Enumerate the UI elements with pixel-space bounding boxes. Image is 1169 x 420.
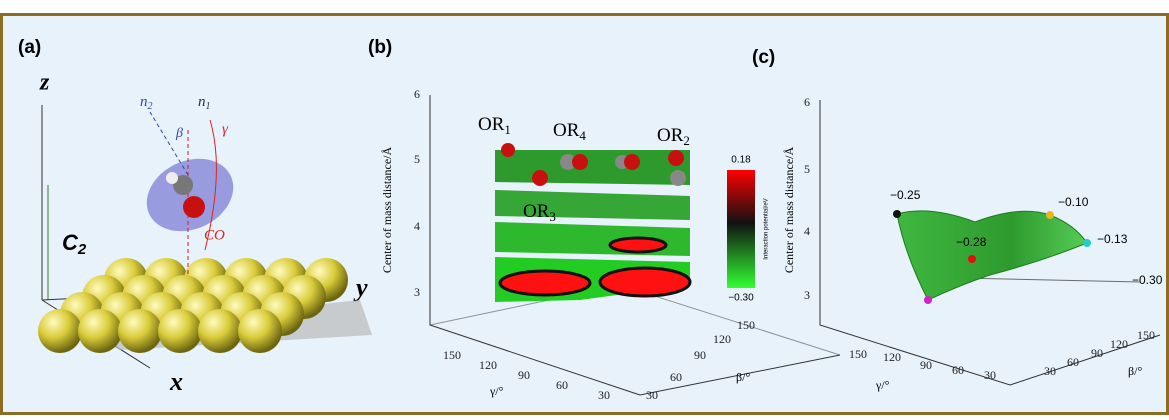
gamma-tick-label: 60 xyxy=(556,378,568,392)
z-tick-label: 3 xyxy=(804,288,810,302)
gold-atom xyxy=(198,309,242,353)
colorbar xyxy=(727,170,755,288)
orientation-name: OR xyxy=(553,120,580,141)
beta-tick-label: 120 xyxy=(713,332,731,346)
orientation-sub: 3 xyxy=(549,209,556,224)
normal-sub: 1 xyxy=(206,101,211,112)
beta-tick-label: 30 xyxy=(646,388,658,402)
axis-title: β/° xyxy=(1128,364,1142,378)
normal: n xyxy=(140,94,148,110)
gold-atom xyxy=(118,309,162,353)
orientation-sub: 2 xyxy=(683,133,690,148)
colorbar-label: Interaction potential/eV xyxy=(764,198,770,259)
z-tick-label: 6 xyxy=(414,87,420,101)
point-label: −0.10 xyxy=(1058,195,1089,209)
plane xyxy=(495,150,690,185)
gamma-tick-label: 120 xyxy=(883,350,901,364)
axis-title: γ/° xyxy=(875,378,890,392)
atom-o xyxy=(183,196,205,218)
z-tick-label: 5 xyxy=(804,162,810,176)
normal: n xyxy=(198,94,206,110)
colorbar-max: 0.18 xyxy=(731,155,751,166)
axis-label: x xyxy=(169,367,183,396)
orientation-sub: 4 xyxy=(579,128,586,143)
orientation-sub: 1 xyxy=(504,122,511,137)
gamma-tick-label: 120 xyxy=(479,358,497,372)
axis-title: γ/° xyxy=(489,384,504,398)
plane-region xyxy=(610,238,666,252)
axis-label: z xyxy=(39,70,50,96)
gamma-tick-label: 60 xyxy=(952,363,964,377)
z-tick-label: 6 xyxy=(804,95,810,109)
normal-sub: 2 xyxy=(148,101,153,112)
point xyxy=(893,210,901,218)
point-label: −0.28 xyxy=(956,235,987,249)
point-label: −0.25 xyxy=(890,188,921,202)
angle-label: β xyxy=(175,126,183,141)
axis-label: y xyxy=(353,273,368,302)
atom-h xyxy=(166,172,178,184)
point xyxy=(1046,211,1054,219)
gold-atom xyxy=(38,309,82,353)
bond-label: CO xyxy=(204,227,225,243)
z-tick-label: 5 xyxy=(414,152,420,166)
gamma-tick-label: 150 xyxy=(443,348,461,362)
panel-label: (b) xyxy=(368,37,392,58)
beta-tick-label: 150 xyxy=(1137,328,1155,342)
z-tick-label: 4 xyxy=(414,219,420,233)
axis-title: β/° xyxy=(736,370,750,384)
panel-label: (c) xyxy=(752,47,775,68)
point xyxy=(1083,239,1091,247)
beta-tick-label: 120 xyxy=(1110,337,1128,351)
beta-tick-label: 150 xyxy=(737,318,755,332)
gamma-tick-label: 30 xyxy=(984,368,996,382)
gold-atom xyxy=(238,309,282,353)
figure: (a) z y x C2 n2 n1 β γ CO (b) Center of … xyxy=(0,0,1169,415)
point xyxy=(968,255,976,263)
z-tick-label: 4 xyxy=(804,224,810,238)
beta-tick-label: 60 xyxy=(1067,355,1079,369)
symmetry-sub: 2 xyxy=(77,241,87,258)
plane-region xyxy=(600,268,690,296)
z-tick-label: 3 xyxy=(414,285,420,299)
orientation-name: OR xyxy=(657,125,684,146)
colorbar-min: −0.30 xyxy=(728,293,754,304)
point xyxy=(924,296,932,304)
point-label: −0.13 xyxy=(1097,232,1128,246)
beta-tick-label: 60 xyxy=(670,370,682,384)
axis-title: Center of mass distance/Å xyxy=(380,147,394,274)
panel-label: (a) xyxy=(18,37,41,58)
gamma-tick-label: 90 xyxy=(920,358,932,372)
gamma-tick-label: 90 xyxy=(518,368,530,382)
axis-title: Center of mass distance/Å xyxy=(782,147,796,274)
point-label: −0.30 xyxy=(1132,273,1163,287)
beta-tick-label: 30 xyxy=(1044,364,1056,378)
plane-region xyxy=(500,271,590,295)
gamma-tick-label: 30 xyxy=(598,388,610,402)
gamma-tick-label: 150 xyxy=(849,347,867,361)
orientation-name: OR xyxy=(478,114,505,135)
plane xyxy=(495,222,690,256)
gold-atom xyxy=(158,309,202,353)
orientation-name: OR xyxy=(523,201,550,222)
gold-atom xyxy=(78,309,122,353)
beta-tick-label: 90 xyxy=(694,348,706,362)
symmetry: C xyxy=(62,230,79,255)
beta-tick-label: 90 xyxy=(1091,346,1103,360)
